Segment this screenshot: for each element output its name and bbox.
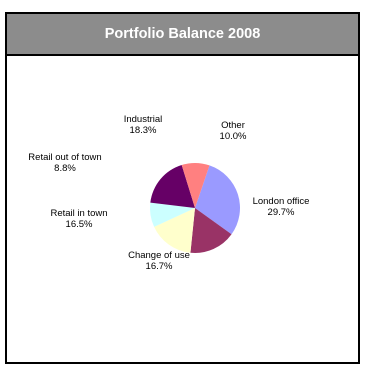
pie-slice-retail-out-of-town bbox=[150, 202, 195, 227]
slice-label: Retail out of town bbox=[28, 152, 101, 163]
slice-label: Other bbox=[221, 120, 245, 131]
pie-slice-change-of-use bbox=[190, 208, 232, 254]
slice-percent: 16.5% bbox=[66, 219, 93, 230]
pie-slice-london-office bbox=[195, 165, 240, 235]
slice-label: Industrial bbox=[124, 114, 163, 125]
slice-percent: 10.0% bbox=[220, 131, 247, 142]
slice-percent: 29.7% bbox=[268, 207, 295, 218]
panel-header: Portfolio Balance 2008 bbox=[7, 14, 358, 56]
pie-slice-industrial bbox=[150, 165, 195, 208]
slice-label: Change of use bbox=[128, 250, 190, 261]
slice-label: London office bbox=[253, 196, 310, 207]
chart-area: London office 29.7% Change of use 16.7% Reta… bbox=[7, 56, 358, 362]
slice-percent: 18.3% bbox=[130, 125, 157, 136]
chart-title: Portfolio Balance 2008 bbox=[104, 26, 261, 42]
chart-panel: Portfolio Balance 2008 London office 29.7… bbox=[5, 12, 360, 364]
slice-label: Retail in town bbox=[50, 208, 107, 219]
slice-percent: 16.7% bbox=[146, 261, 173, 272]
pie-slice-other bbox=[181, 162, 210, 208]
slice-percent: 8.8% bbox=[54, 163, 76, 174]
pie-slice-retail-in-town bbox=[154, 208, 195, 253]
